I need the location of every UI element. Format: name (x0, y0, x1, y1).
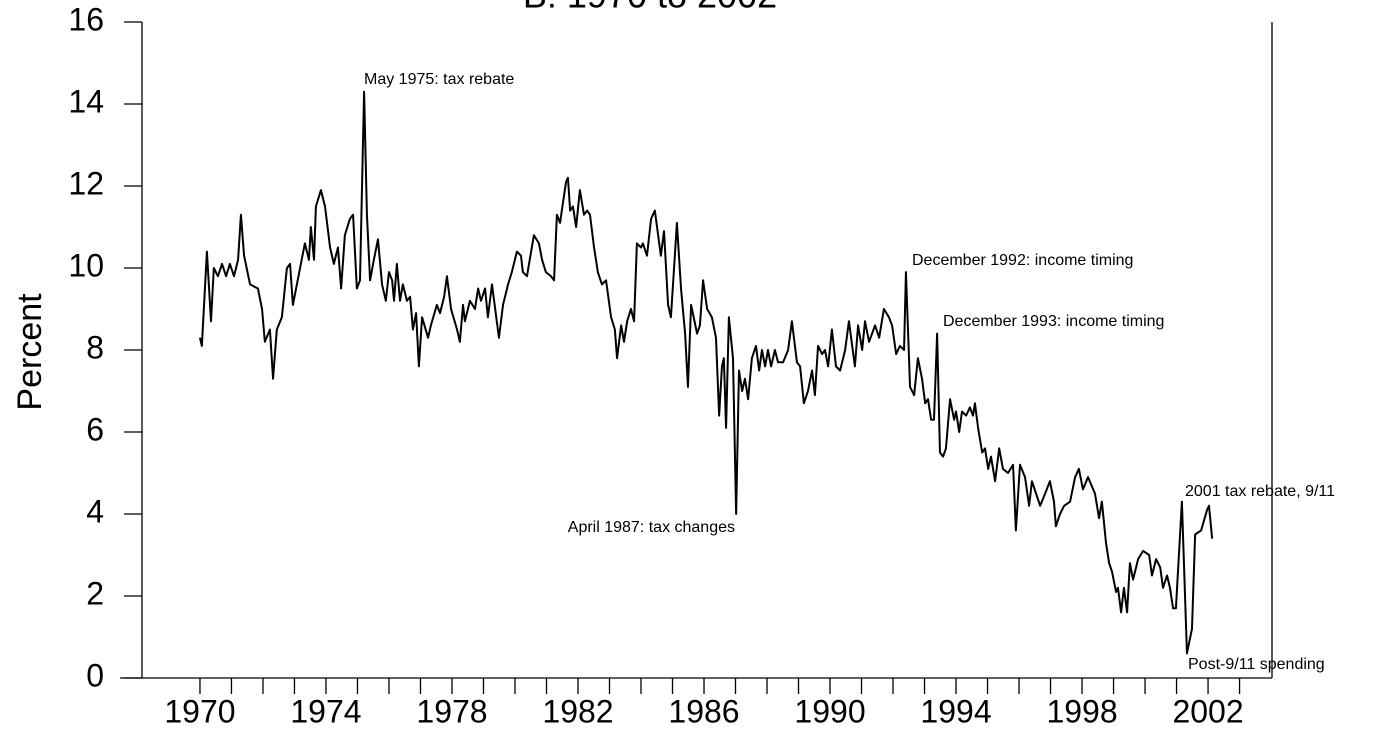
annotation: Post-9/11 spending (1188, 656, 1325, 673)
x-tick-label: 1974 (290, 693, 361, 729)
y-tick-label: 6 (86, 411, 104, 447)
data-line (198, 90, 1214, 655)
x-tick-label: 1998 (1046, 693, 1117, 729)
y-tick-label: 16 (68, 1, 104, 37)
y-tick-label: 8 (86, 329, 104, 365)
x-tick-label: 1978 (416, 693, 487, 729)
annotation: December 1992: income timing (912, 252, 1133, 269)
y-tick-label: 10 (68, 247, 104, 283)
annotation: May 1975: tax rebate (364, 71, 514, 88)
y-tick-label: 0 (86, 657, 104, 693)
x-tick-label: 2002 (1172, 693, 1243, 729)
y-tick-label: 12 (68, 165, 104, 201)
x-tick-label: 1986 (668, 693, 739, 729)
x-tick-label: 1982 (542, 693, 613, 729)
chart-title: B: 1970 to 2002 (523, 0, 777, 16)
annotation: December 1993: income timing (943, 313, 1164, 330)
x-tick-label: 1970 (164, 693, 235, 729)
x-tick-label: 1990 (794, 693, 865, 729)
y-axis-label: Percent (11, 293, 49, 411)
annotation: 2001 tax rebate, 9/11 (1185, 483, 1335, 500)
y-tick-label: 2 (86, 575, 104, 611)
y-tick-label: 4 (86, 493, 104, 529)
y-tick-label: 14 (68, 83, 104, 119)
x-tick-label: 1994 (920, 693, 991, 729)
annotation: April 1987: tax changes (568, 519, 735, 536)
